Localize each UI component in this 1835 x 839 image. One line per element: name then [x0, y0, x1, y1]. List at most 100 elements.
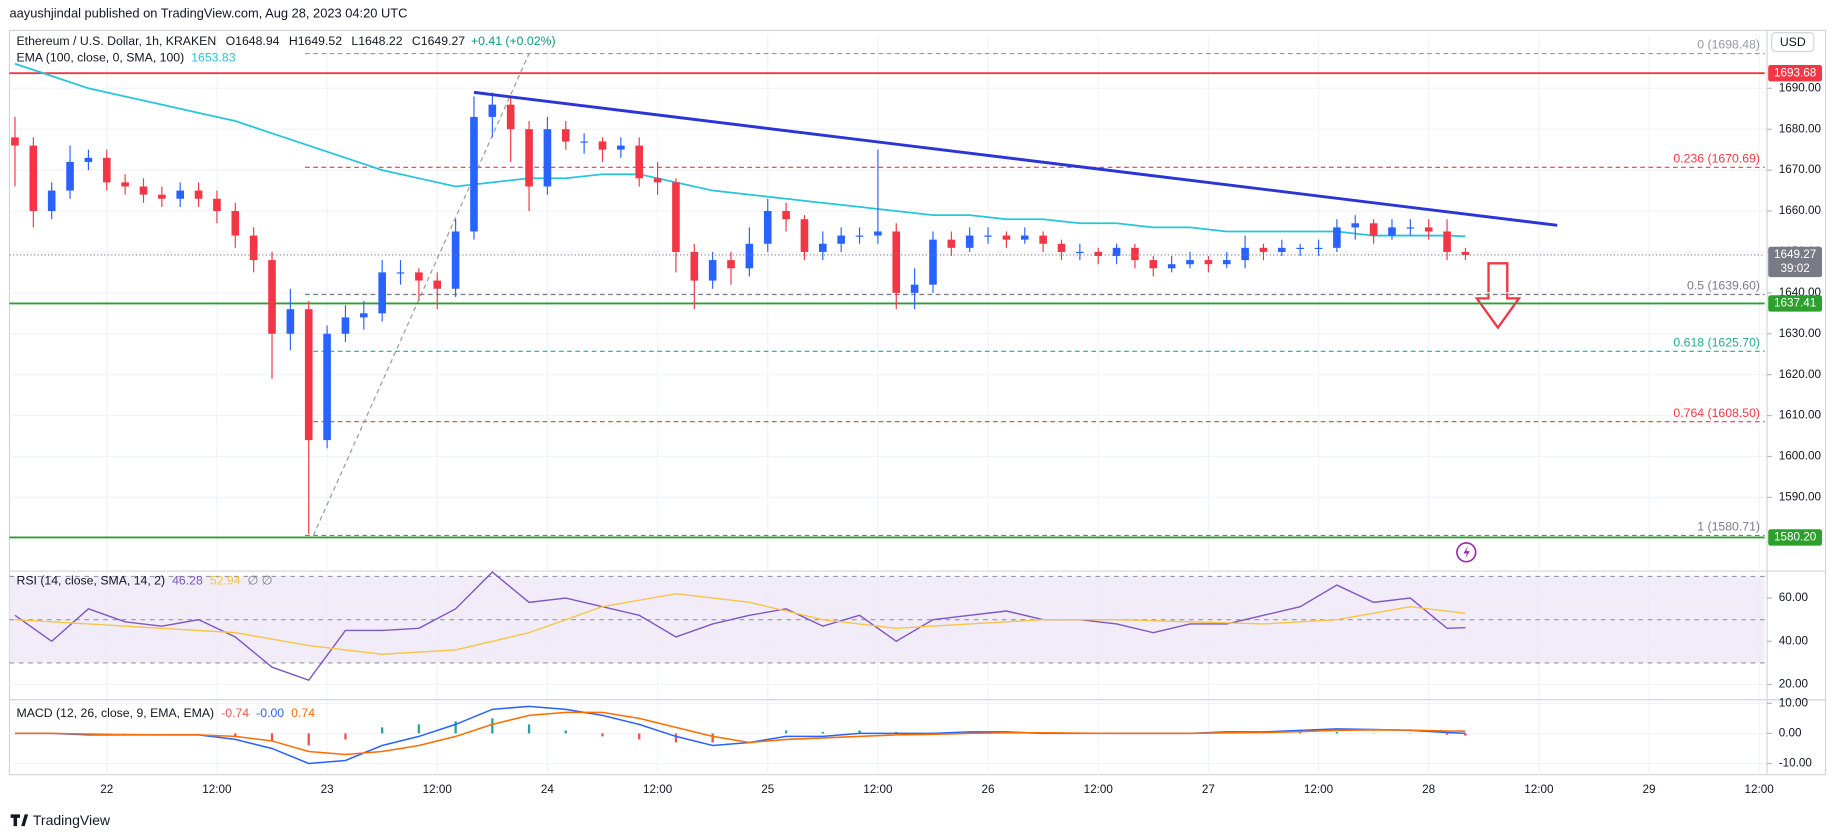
macd-histogram-bar: [381, 727, 384, 734]
y-tick-label: 1610.00: [1779, 409, 1822, 422]
macd-histogram-bar: [674, 733, 678, 743]
candle-body: [1424, 227, 1433, 232]
ohlc-value: O1648.94: [226, 34, 280, 48]
candle-body: [763, 211, 772, 244]
macd-histogram-bar: [1299, 732, 1302, 734]
candle-body: [1186, 260, 1194, 265]
macd-histogram-bar: [454, 721, 457, 734]
candle-body: [580, 141, 588, 143]
candle-body: [11, 137, 19, 146]
candle-body: [708, 260, 717, 281]
candle-body: [892, 231, 901, 293]
candle-body: [1314, 247, 1323, 250]
macd-histogram-bar: [711, 733, 714, 743]
candle-body: [286, 309, 295, 334]
publisher: aayushjindal published on TradingView.co…: [9, 5, 407, 20]
macd-histogram-bar: [307, 733, 310, 746]
fib-label: 0 (1698.48): [1697, 38, 1760, 52]
candle-body: [1461, 251, 1470, 255]
candle-body: [874, 231, 882, 236]
candle-body: [102, 157, 111, 183]
macd-histogram-bar: [1464, 733, 1467, 736]
logo-text: TradingView: [33, 812, 111, 828]
candle-body: [506, 104, 515, 130]
candle-body: [249, 235, 258, 261]
macd-histogram-bar: [417, 724, 421, 734]
macd-histogram-bar: [858, 730, 861, 734]
candle-body: [158, 194, 166, 199]
candle-body: [745, 243, 754, 269]
candle-body: [910, 284, 919, 293]
candle-body: [488, 104, 497, 117]
ohlc-value: C1649.27: [412, 34, 465, 48]
candle-body: [855, 235, 864, 237]
candle-body: [635, 145, 644, 179]
candle-body: [415, 272, 423, 281]
last-price-box: [1768, 246, 1823, 278]
legend-row: EMA (100, close, 0, SMA, 100) 1653.83: [16, 51, 235, 65]
macd-histogram-bar: [270, 733, 274, 741]
price-label: 1637.41: [1774, 297, 1816, 310]
candle-body: [1204, 260, 1213, 265]
legend-row: RSI (14, close, SMA, 14, 2) 46.28 52.94 ∅ ∅: [16, 574, 272, 588]
legend-row: MACD (12, 26, close, 9, EMA, EMA) -0.74 -0…: [16, 706, 315, 720]
candle-body: [1094, 251, 1103, 257]
fib-label: 0.618 (1625.70): [1673, 335, 1760, 349]
currency-box[interactable]: [1771, 32, 1815, 53]
x-tick-label: 27: [1202, 783, 1215, 796]
candle-body: [1057, 243, 1066, 252]
candle-body: [1076, 251, 1084, 254]
candle-body: [1167, 264, 1176, 269]
x-tick-label: 12:00: [643, 783, 673, 796]
y-tick-label: 1660.00: [1779, 204, 1822, 217]
rsi-line: [14, 571, 1466, 682]
y-tick-label: 20.00: [1779, 678, 1809, 691]
candle-body: [194, 190, 203, 199]
x-tick-label: 29: [1643, 783, 1656, 796]
x-tick-label: 12:00: [423, 783, 453, 796]
price-label-box: [1768, 529, 1823, 546]
indicator-title: RSI (14, close, SMA, 14, 2): [16, 574, 165, 588]
y-tick-label: 1690.00: [1779, 81, 1822, 94]
candle-body: [1259, 247, 1268, 252]
macd-histogram-bar: [638, 733, 641, 740]
candle-body: [1020, 235, 1029, 240]
logo-mark: [10, 814, 29, 827]
candle-body: [525, 129, 533, 187]
candle-body: [396, 272, 405, 274]
countdown: 39:02: [1780, 262, 1809, 275]
y-tick-label: 1620.00: [1779, 368, 1822, 381]
y-tick-label: 1670.00: [1779, 163, 1822, 176]
symbol-title: Ethereum / U.S. Dollar, 1h, KRAKEN: [16, 34, 216, 48]
candle-body: [598, 141, 607, 150]
macd-histogram-bar: [527, 724, 531, 734]
ema-value: 1653.83: [191, 51, 236, 65]
x-tick-label: 28: [1422, 783, 1435, 796]
candle-body: [84, 157, 93, 162]
x-tick-label: 12:00: [202, 783, 232, 796]
candle-body: [782, 211, 790, 220]
x-tick-label: 12:00: [1304, 783, 1334, 796]
ohlc-value: H1649.52: [289, 34, 342, 48]
currency[interactable]: USD: [1780, 35, 1806, 49]
candle-body: [121, 182, 129, 187]
x-tick-label: 12:00: [1745, 783, 1775, 796]
x-tick-label: 12:00: [1084, 783, 1114, 796]
legend-value: 46.28: [172, 574, 203, 588]
macd-line: [14, 711, 1466, 756]
x-tick-label: 25: [761, 783, 775, 796]
candle-body: [1296, 247, 1304, 250]
price-label: 1580.20: [1774, 531, 1817, 544]
macd-histogram-bar: [784, 730, 788, 734]
candle-body: [1388, 227, 1396, 236]
candle-body: [1222, 260, 1231, 265]
candle-body: [1443, 231, 1451, 252]
candle-body: [837, 235, 845, 244]
candle-body: [268, 260, 276, 334]
x-tick-label: 12:00: [1524, 783, 1554, 796]
candle-body: [543, 129, 552, 187]
candle-body: [1131, 247, 1139, 261]
fib-label: 1 (1580.71): [1697, 519, 1760, 533]
legend-value: -0.74: [221, 706, 249, 720]
